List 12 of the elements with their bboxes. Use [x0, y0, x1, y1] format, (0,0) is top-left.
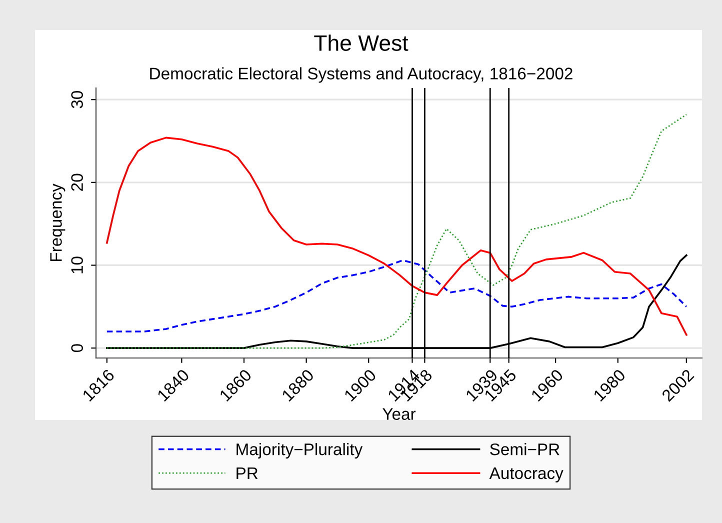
x-axis-title: Year — [382, 408, 416, 420]
chart-title: The West — [314, 34, 408, 51]
legend-label: Semi−PR — [490, 443, 560, 456]
legend-label: Autocracy — [489, 467, 564, 482]
y-tick-label: 10 — [71, 256, 83, 274]
y-tick-label: 30 — [71, 90, 83, 108]
y-axis-title: Frequency — [50, 184, 66, 261]
y-tick-label: 0 — [71, 344, 83, 352]
y-tick-label: 20 — [71, 174, 83, 191]
legend-label: PR — [236, 467, 258, 479]
legend-label: Majority−Plurality — [236, 443, 363, 459]
chart-subtitle: Democratic Electoral Systems and Autocracy, 1816−2002 — [150, 67, 572, 83]
